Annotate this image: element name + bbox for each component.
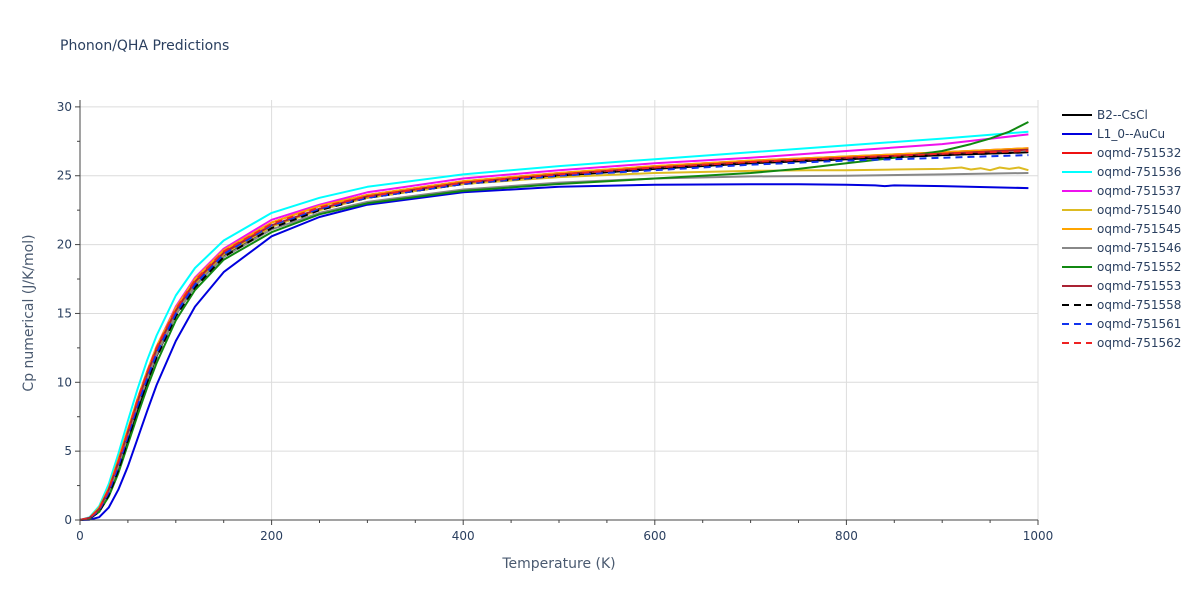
y-tick-label: 10	[57, 375, 72, 389]
y-tick-label: 0	[64, 513, 72, 527]
legend-item-oqmd-751532[interactable]: oqmd-751532	[1097, 146, 1181, 160]
y-tick-label: 25	[57, 169, 72, 183]
x-tick-label: 400	[452, 529, 475, 543]
series-line-oqmd-751561	[79, 154, 1029, 521]
chart-title: Phonon/QHA Predictions	[60, 38, 229, 54]
legend-item-oqmd-751536[interactable]: oqmd-751536	[1097, 165, 1181, 179]
series-line-oqmd-751536	[79, 130, 1029, 521]
x-tick-label: 0	[76, 529, 84, 543]
y-tick-label: 15	[57, 306, 72, 320]
plot-area	[79, 121, 1029, 521]
series-line-oqmd-751558	[79, 151, 1029, 521]
y-tick-label: 30	[57, 100, 72, 114]
x-axis-title: Temperature (K)	[501, 556, 615, 572]
x-tick-label: 800	[835, 529, 858, 543]
series-line-oqmd-751537	[79, 133, 1029, 521]
legend-item-oqmd-751552[interactable]: oqmd-751552	[1097, 260, 1181, 274]
legend-item-oqmd-751537[interactable]: oqmd-751537	[1097, 184, 1181, 198]
legend-item-oqmd-751553[interactable]: oqmd-751553	[1097, 279, 1181, 293]
x-tick-label: 1000	[1023, 529, 1054, 543]
legend-item-oqmd-751545[interactable]: oqmd-751545	[1097, 222, 1181, 236]
x-tick-label: 600	[643, 529, 666, 543]
series-line-L1_0--AuCu	[79, 183, 1029, 521]
series-line-oqmd-751540	[79, 166, 1029, 521]
series-line-B2--CsCl	[79, 151, 1029, 521]
series-line-oqmd-751546	[79, 172, 1029, 521]
series-line-oqmd-751553	[79, 148, 1029, 521]
legend-item-oqmd-751562[interactable]: oqmd-751562	[1097, 336, 1181, 350]
legend-item-L1_0--AuCu[interactable]: L1_0--AuCu	[1097, 127, 1165, 141]
legend-item-B2--CsCl[interactable]: B2--CsCl	[1097, 108, 1148, 122]
y-tick-label: 5	[64, 444, 72, 458]
y-tick-label: 20	[57, 238, 72, 252]
series-line-oqmd-751562	[79, 150, 1029, 521]
legend-item-oqmd-751558[interactable]: oqmd-751558	[1097, 298, 1181, 312]
x-tick-label: 200	[260, 529, 283, 543]
legend[interactable]: B2--CsCl L1_0--AuCu oqmd-751532 oqmd-751536…	[1062, 108, 1181, 350]
axes: 0 200 400 600 800 1000 0 5 10 15 20 25 30	[57, 100, 1054, 543]
series-line-oqmd-751532	[79, 147, 1029, 521]
legend-item-oqmd-751561[interactable]: oqmd-751561	[1097, 317, 1181, 331]
series-line-oqmd-751545	[79, 147, 1029, 521]
y-axis-title: Cp numerical (J/K/mol)	[21, 234, 37, 391]
legend-item-oqmd-751546[interactable]: oqmd-751546	[1097, 241, 1181, 255]
series-line-oqmd-751552	[79, 121, 1029, 521]
legend-item-oqmd-751540[interactable]: oqmd-751540	[1097, 203, 1181, 217]
grid	[79, 100, 1039, 521]
